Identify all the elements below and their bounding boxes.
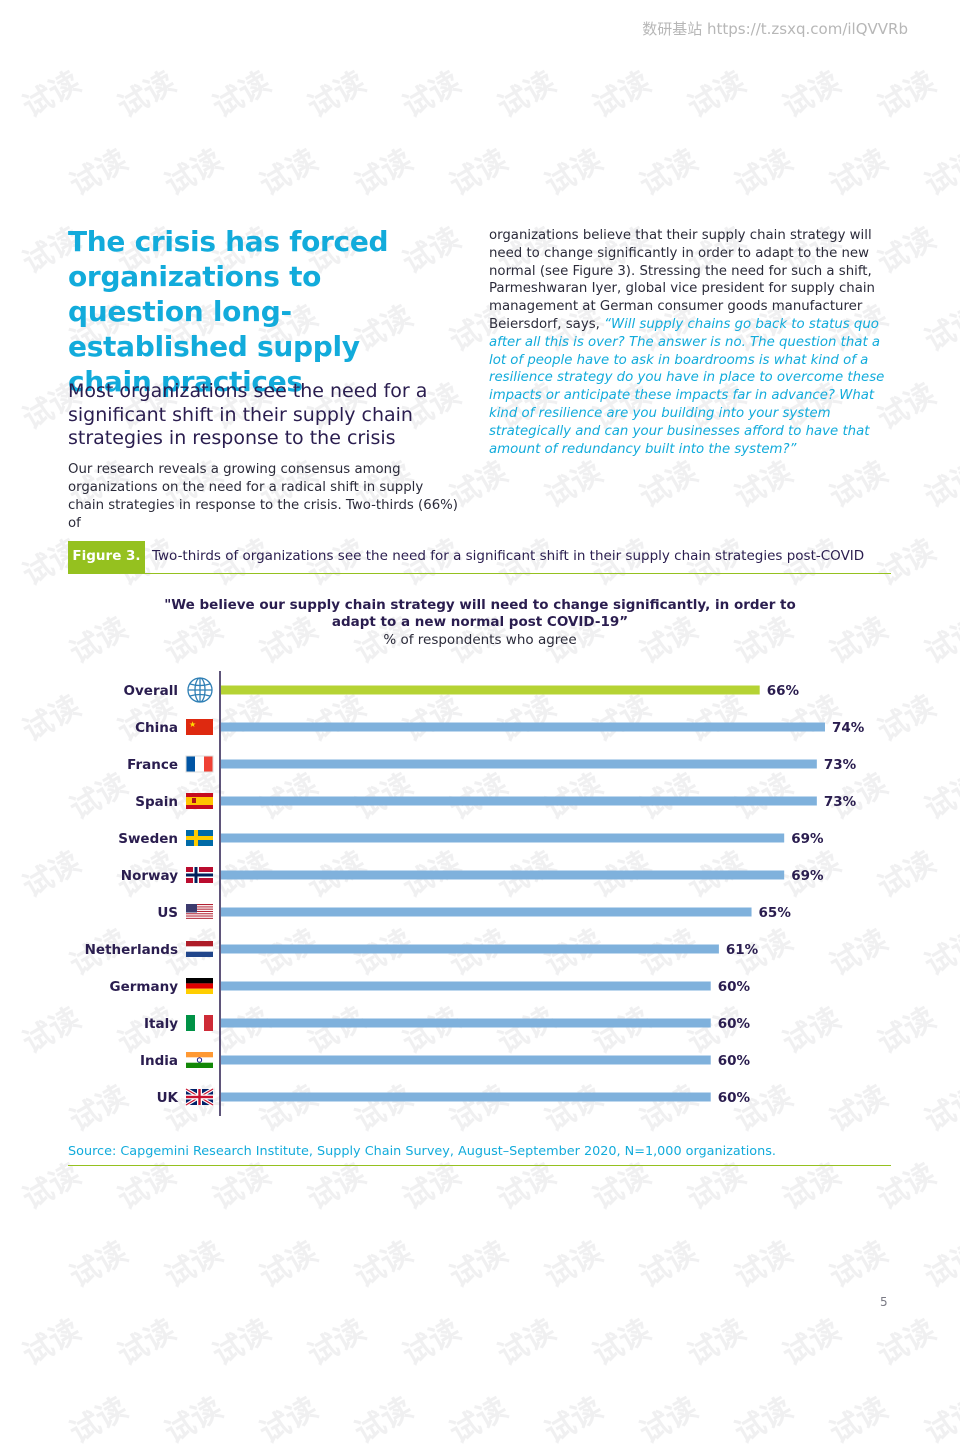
value-label: 65% xyxy=(759,905,792,921)
bar-us xyxy=(221,907,752,917)
chart-subtitle: % of respondents who agree xyxy=(383,632,577,648)
category-label: Netherlands xyxy=(85,942,178,958)
flag-italy-icon xyxy=(186,1015,213,1031)
category-label: UK xyxy=(157,1090,179,1106)
value-label: 73% xyxy=(824,757,857,773)
bar-overall xyxy=(221,685,760,695)
pull-quote: “Will supply chains go back to status qu… xyxy=(489,316,885,457)
intro-paragraph: Our research reveals a growing consensus… xyxy=(68,462,458,531)
value-label: 60% xyxy=(718,1090,751,1106)
bar-netherlands xyxy=(221,944,719,954)
body-paragraph: organizations believe that their supply … xyxy=(489,227,889,458)
source-note: Source: Capgemini Research Institute, Su… xyxy=(68,1144,891,1166)
page-title: The crisis has forced organizations to q… xyxy=(68,225,389,398)
bar-sweden xyxy=(221,833,785,843)
figure-label: Figure 3. xyxy=(68,541,145,573)
chart-title: "We believe our supply chain strategy wi… xyxy=(164,597,796,630)
flag-us-icon xyxy=(186,904,213,920)
bar-china xyxy=(221,722,825,732)
bar-uk xyxy=(221,1092,711,1102)
flag-netherlands-icon xyxy=(186,941,213,957)
category-label: India xyxy=(140,1053,178,1069)
svg-text:★: ★ xyxy=(189,720,196,729)
body-paragraph-text: organizations believe that their supply … xyxy=(489,228,875,332)
watermark-text: 试读 xyxy=(824,1390,894,1452)
watermark-text: 试读 xyxy=(254,1390,324,1452)
bar-spain xyxy=(221,796,817,806)
value-label: 69% xyxy=(791,831,824,847)
watermark-text: 试读 xyxy=(634,1390,704,1452)
figure-header: Figure 3. Two-thirds of organizations se… xyxy=(68,541,891,574)
value-label: 60% xyxy=(718,979,751,995)
flag-france-icon xyxy=(185,755,214,773)
section-subtitle: Most organizations see the need for a si… xyxy=(68,380,428,449)
category-label: France xyxy=(127,757,178,773)
category-label: China xyxy=(135,720,178,736)
flag-sweden-icon xyxy=(186,830,213,846)
bar-france xyxy=(221,759,817,769)
watermark-text: 试读 xyxy=(919,1390,960,1452)
value-label: 61% xyxy=(726,942,759,958)
bar-italy xyxy=(221,1018,711,1028)
watermark-text: 试读 xyxy=(349,1390,419,1452)
flag-india-icon xyxy=(186,1052,213,1068)
flag-china-icon: ★ xyxy=(186,719,213,735)
globe-icon xyxy=(187,677,213,703)
watermark-text: 试读 xyxy=(444,1390,514,1452)
header-url[interactable]: 数研基站 https://t.zsxq.com/ilQVVRb xyxy=(642,20,908,38)
value-label: 66% xyxy=(767,683,800,699)
value-label: 60% xyxy=(718,1016,751,1032)
value-label: 74% xyxy=(832,720,865,736)
value-label: 60% xyxy=(718,1053,751,1069)
watermark-text: 试读 xyxy=(159,1390,229,1452)
watermark-text: 试读 xyxy=(729,1390,799,1452)
figure-caption: Two-thirds of organizations see the need… xyxy=(152,548,865,564)
flag-spain-icon xyxy=(186,793,213,809)
flag-germany-icon xyxy=(186,978,213,994)
category-label: Italy xyxy=(144,1016,178,1032)
category-label: US xyxy=(157,905,178,921)
watermark-text: 试读 xyxy=(64,1390,134,1452)
flag-norway-icon xyxy=(186,867,213,883)
flag-uk-icon xyxy=(185,1087,214,1107)
bar-germany xyxy=(221,981,711,991)
page-number: 5 xyxy=(880,1295,888,1309)
category-label: Overall xyxy=(124,683,178,699)
bar-norway xyxy=(221,870,785,880)
bar-india xyxy=(221,1055,711,1065)
value-label: 73% xyxy=(824,794,857,810)
category-label: Spain xyxy=(135,794,178,810)
bar-chart: Overall 66% China ★ 74% France 73% Spain 73% Swed… xyxy=(85,671,865,1116)
watermark-text: 试读 xyxy=(539,1390,609,1452)
category-label: Norway xyxy=(121,868,178,884)
category-label: Germany xyxy=(110,979,179,995)
category-label: Sweden xyxy=(118,831,178,847)
value-label: 69% xyxy=(791,868,824,884)
